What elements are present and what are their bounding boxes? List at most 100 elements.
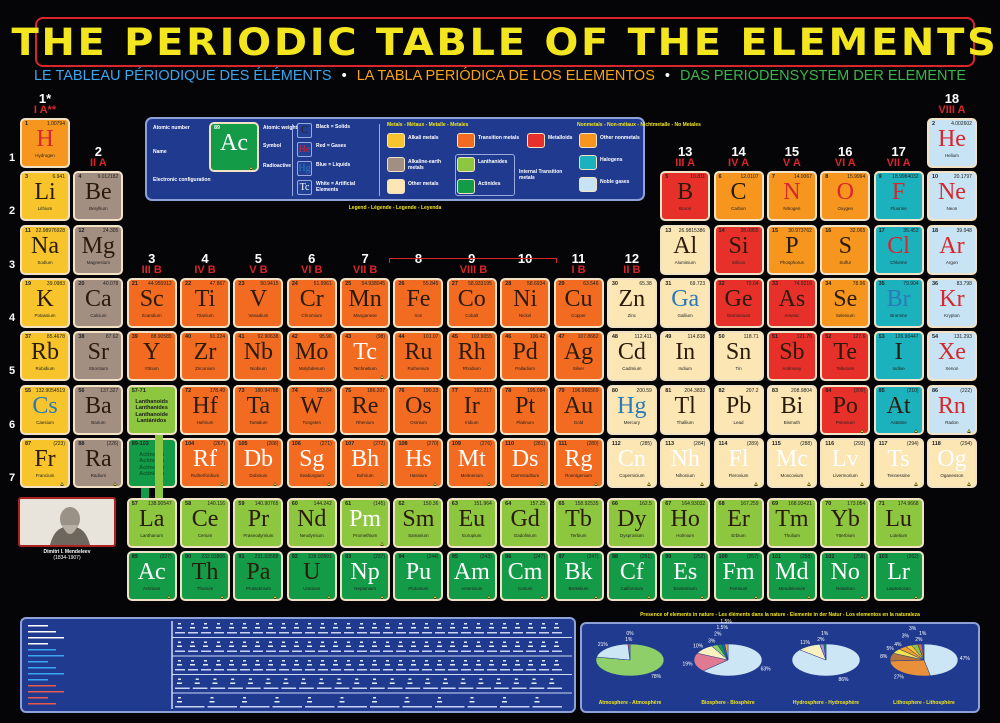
element-lv[interactable]: 116 (293) Lv Livermorium	[820, 437, 871, 488]
element-tb[interactable]: 65 158.92535 Tb Terbium	[553, 498, 604, 548]
element-ni[interactable]: 28 58.6934 Ni Nickel	[500, 277, 551, 328]
element-rn[interactable]: 86 (222) Rn Radon	[926, 384, 977, 435]
element-lr[interactable]: 103 (262) Lr Lawrencium	[873, 551, 924, 601]
element-og[interactable]: 118 (294) Og Oganesson	[926, 437, 977, 488]
element-ne[interactable]: 10 20.1797 Ne Neon	[926, 171, 977, 222]
element-md[interactable]: 101 (258) Md Mendelevium	[766, 551, 817, 601]
element-la[interactable]: 57 138.90547 La Lanthanum	[126, 498, 177, 548]
element-ba[interactable]: 56 137.327 Ba Barium	[73, 384, 124, 435]
element-ac[interactable]: 89 (227) Ac Actinium	[126, 551, 177, 601]
element-sb[interactable]: 51 121.76 Sb Antimony	[766, 331, 817, 382]
element-cn[interactable]: 112 (285) Cn Copernicium	[606, 437, 657, 488]
element-rg[interactable]: 111 (280) Rg Roentgenium	[553, 437, 604, 488]
element-s[interactable]: 16 32.065 S Sulfur	[820, 224, 871, 275]
element-lu[interactable]: 71 174.9668 Lu Lutetium	[873, 498, 924, 548]
element-as[interactable]: 33 74.9216 As Arsenic	[766, 277, 817, 328]
element-b[interactable]: 5 10.811 B Boron	[660, 171, 711, 222]
element-mt[interactable]: 109 (276) Mt Meitnerium	[446, 437, 497, 488]
element-cu[interactable]: 29 63.546 Cu Copper	[553, 277, 604, 328]
element-gd[interactable]: 64 157.25 Gd Gadolinium	[500, 498, 551, 548]
element-pr[interactable]: 59 140.90765 Pr Praseodymium	[233, 498, 284, 548]
element-sm[interactable]: 62 150.36 Sm Samarium	[393, 498, 444, 548]
element-cd[interactable]: 48 112.411 Cd Cadmium	[606, 331, 657, 382]
element-mo[interactable]: 42 95.96 Mo Molybdenum	[286, 331, 337, 382]
element-re[interactable]: 75 186.207 Re Rhenium	[340, 384, 391, 435]
element-nh[interactable]: 113 (284) Nh Nihonium	[660, 437, 711, 488]
element-ag[interactable]: 47 107.8682 Ag Silver	[553, 331, 604, 382]
element-o[interactable]: 8 15.9994 O Oxygen	[820, 171, 871, 222]
element-rb[interactable]: 37 85.4678 Rb Rubidium	[20, 331, 70, 382]
element-tc[interactable]: 43 (98) Tc Technetium	[340, 331, 391, 382]
element-bk[interactable]: 97 (247) Bk Berkelium	[553, 551, 604, 601]
element-nb[interactable]: 41 92.90638 Nb Niobium	[233, 331, 284, 382]
element-hg[interactable]: 80 200.59 Hg Mercury	[606, 384, 657, 435]
element-nd[interactable]: 60 144.242 Nd Neodymium	[286, 498, 337, 548]
element-he[interactable]: 2 4.002602 He Helium	[926, 118, 977, 168]
element-kr[interactable]: 36 83.798 Kr Krypton	[926, 277, 977, 328]
element-tm[interactable]: 69 168.93421 Tm Thulium	[766, 498, 817, 548]
element-n[interactable]: 7 14.0067 N Nitrogen	[766, 171, 817, 222]
element-cs[interactable]: 55 132.9054519 Cs Caesium	[20, 384, 70, 435]
element-zn[interactable]: 30 65.38 Zn Zinc	[606, 277, 657, 328]
element-na[interactable]: 11 22.98976928 Na Sodium	[20, 224, 70, 275]
element-cm[interactable]: 96 (247) Cm Curium	[500, 551, 551, 601]
element-mc[interactable]: 115 (288) Mc Moscovium	[766, 437, 817, 488]
element-ra[interactable]: 88 (226) Ra Radium	[73, 437, 124, 488]
element-se[interactable]: 34 78.96 Se Selenium	[820, 277, 871, 328]
element-pd[interactable]: 46 106.42 Pd Palladium	[500, 331, 551, 382]
element-tl[interactable]: 81 204.3833 Tl Thallium	[660, 384, 711, 435]
element-te[interactable]: 52 127.6 Te Tellurium	[820, 331, 871, 382]
element-sr[interactable]: 38 87.62 Sr Strontium	[73, 331, 124, 382]
element-es[interactable]: 99 (252) Es Einsteinium	[660, 551, 711, 601]
element-mg[interactable]: 12 24.305 Mg Magnesium	[73, 224, 124, 275]
element-i[interactable]: 53 126.90447 I Iodine	[873, 331, 924, 382]
element-pm[interactable]: 61 (145) Pm Promethium	[340, 498, 391, 548]
element-cl[interactable]: 17 35.453 Cl Chlorine	[873, 224, 924, 275]
element-fm[interactable]: 100 (257) Fm Fermium	[713, 551, 764, 601]
element-no[interactable]: 102 (259) No Nobelium	[820, 551, 871, 601]
element-h[interactable]: 1 1.00794 H Hydrogen	[20, 118, 70, 168]
element-si[interactable]: 14 28.0855 Si Silicon	[713, 224, 764, 275]
element-bh[interactable]: 107 (272) Bh Bohrium	[340, 437, 391, 488]
element-pa[interactable]: 91 231.03588 Pa Protactinium	[233, 551, 284, 601]
element-co[interactable]: 27 58.933195 Co Cobalt	[446, 277, 497, 328]
element-ga[interactable]: 31 69.723 Ga Gallium	[660, 277, 711, 328]
element-os[interactable]: 76 190.23 Os Osmium	[393, 384, 444, 435]
element-rh[interactable]: 45 102.9055 Rh Rhodium	[446, 331, 497, 382]
element-ho[interactable]: 67 164.93032 Ho Holmium	[660, 498, 711, 548]
element-yb[interactable]: 70 173.054 Yb Ytterbium	[820, 498, 871, 548]
element-er[interactable]: 68 167.259 Er Erbium	[713, 498, 764, 548]
element-br[interactable]: 35 79.904 Br Bromine	[873, 277, 924, 328]
element-ds[interactable]: 110 (281) Ds Darmstadtium	[500, 437, 551, 488]
element-db[interactable]: 105 (268) Db Dubnium	[233, 437, 284, 488]
element-ca[interactable]: 20 40.078 Ca Calcium	[73, 277, 124, 328]
element-ti[interactable]: 22 47.867 Ti Titanium	[180, 277, 231, 328]
element-c[interactable]: 6 12.0107 C Carbon	[713, 171, 764, 222]
element-in[interactable]: 49 114.818 In Indium	[660, 331, 711, 382]
element-u[interactable]: 92 238.02891 U Uranium	[286, 551, 337, 601]
element-sn[interactable]: 50 118.71 Sn Tin	[713, 331, 764, 382]
element-ce[interactable]: 58 140.116 Ce Cerium	[180, 498, 231, 548]
element-v[interactable]: 23 50.9415 V Vanadium	[233, 277, 284, 328]
element-ar[interactable]: 18 39.948 Ar Argon	[926, 224, 977, 275]
element-mn[interactable]: 25 54.938045 Mn Manganese	[340, 277, 391, 328]
element-dy[interactable]: 66 162.5 Dy Dysprosium	[606, 498, 657, 548]
element-rf[interactable]: 104 (267) Rf Rutherfordium	[180, 437, 231, 488]
element-ir[interactable]: 77 192.217 Ir Iridium	[446, 384, 497, 435]
element-cr[interactable]: 24 51.9961 Cr Chromium	[286, 277, 337, 328]
element-zr[interactable]: 40 91.224 Zr Zirconium	[180, 331, 231, 382]
element-f[interactable]: 9 18.9984032 F Fluorine	[873, 171, 924, 222]
element-au[interactable]: 79 196.966569 Au Gold	[553, 384, 604, 435]
element-li[interactable]: 3 6.941 Li Lithium	[20, 171, 70, 222]
element-sg[interactable]: 106 (271) Sg Seaborgium	[286, 437, 337, 488]
element-pu[interactable]: 94 (244) Pu Plutonium	[393, 551, 444, 601]
element-hf[interactable]: 72 178.49 Hf Hafnium	[180, 384, 231, 435]
element-np[interactable]: 93 (237) Np Neptunium	[340, 551, 391, 601]
element-th[interactable]: 90 232.03806 Th Thorium	[180, 551, 231, 601]
element-po[interactable]: 84 (209) Po Polonium	[820, 384, 871, 435]
element-w[interactable]: 74 183.84 W Tungsten	[286, 384, 337, 435]
element-ts[interactable]: 117 (294) Ts Tennessine	[873, 437, 924, 488]
element-y[interactable]: 39 88.90585 Y Yttrium	[126, 331, 177, 382]
element-al[interactable]: 13 26.9815386 Al Aluminium	[660, 224, 711, 275]
element-be[interactable]: 4 9.012182 Be Beryllium	[73, 171, 124, 222]
